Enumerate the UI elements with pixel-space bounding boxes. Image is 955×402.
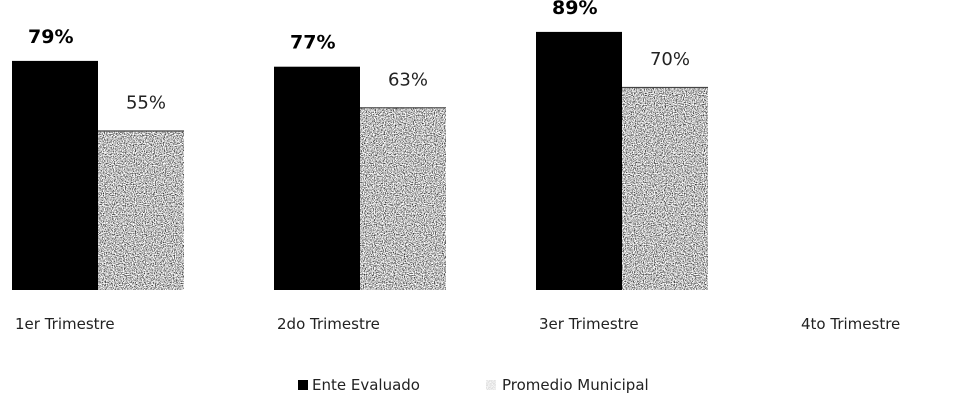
data-label-ente-evaluado-q3: 89%	[552, 0, 597, 19]
data-label-promedio-municipal-q3: 70%	[650, 49, 690, 70]
bar-ente-evaluado-q1	[12, 60, 98, 291]
x-tick-label-q4: 4to Trimestre	[801, 315, 900, 333]
data-label-ente-evaluado-q2: 77%	[290, 32, 335, 54]
data-label-promedio-municipal-q1: 55%	[126, 93, 166, 114]
bar-promedio-municipal-q3	[622, 87, 708, 290]
x-tick-label-q2: 2do Trimestre	[277, 315, 380, 333]
legend-swatch-ente-evaluado	[298, 380, 308, 390]
data-label-ente-evaluado-q1: 79%	[28, 26, 73, 48]
legend-swatch-promedio-municipal	[486, 380, 496, 390]
labels-layer: 79% 55% 77% 63% 89% 70%	[28, 0, 690, 114]
bar-promedio-municipal-q1	[98, 130, 184, 290]
bar-ente-evaluado-q3	[536, 31, 622, 291]
bar-promedio-municipal-q2	[360, 107, 446, 290]
legend-label-promedio-municipal: Promedio Municipal	[502, 376, 649, 394]
x-tick-label-q1: 1er Trimestre	[15, 315, 115, 333]
bars-layer	[12, 31, 708, 291]
legend: Ente Evaluado Promedio Municipal	[298, 376, 649, 394]
x-tick-label-q3: 3er Trimestre	[539, 315, 639, 333]
bar-ente-evaluado-q2	[274, 66, 360, 290]
x-axis-ticks: 1er Trimestre 2do Trimestre 3er Trimestre 4…	[15, 315, 900, 333]
legend-label-ente-evaluado: Ente Evaluado	[312, 376, 420, 394]
data-label-promedio-municipal-q2: 63%	[388, 69, 428, 90]
